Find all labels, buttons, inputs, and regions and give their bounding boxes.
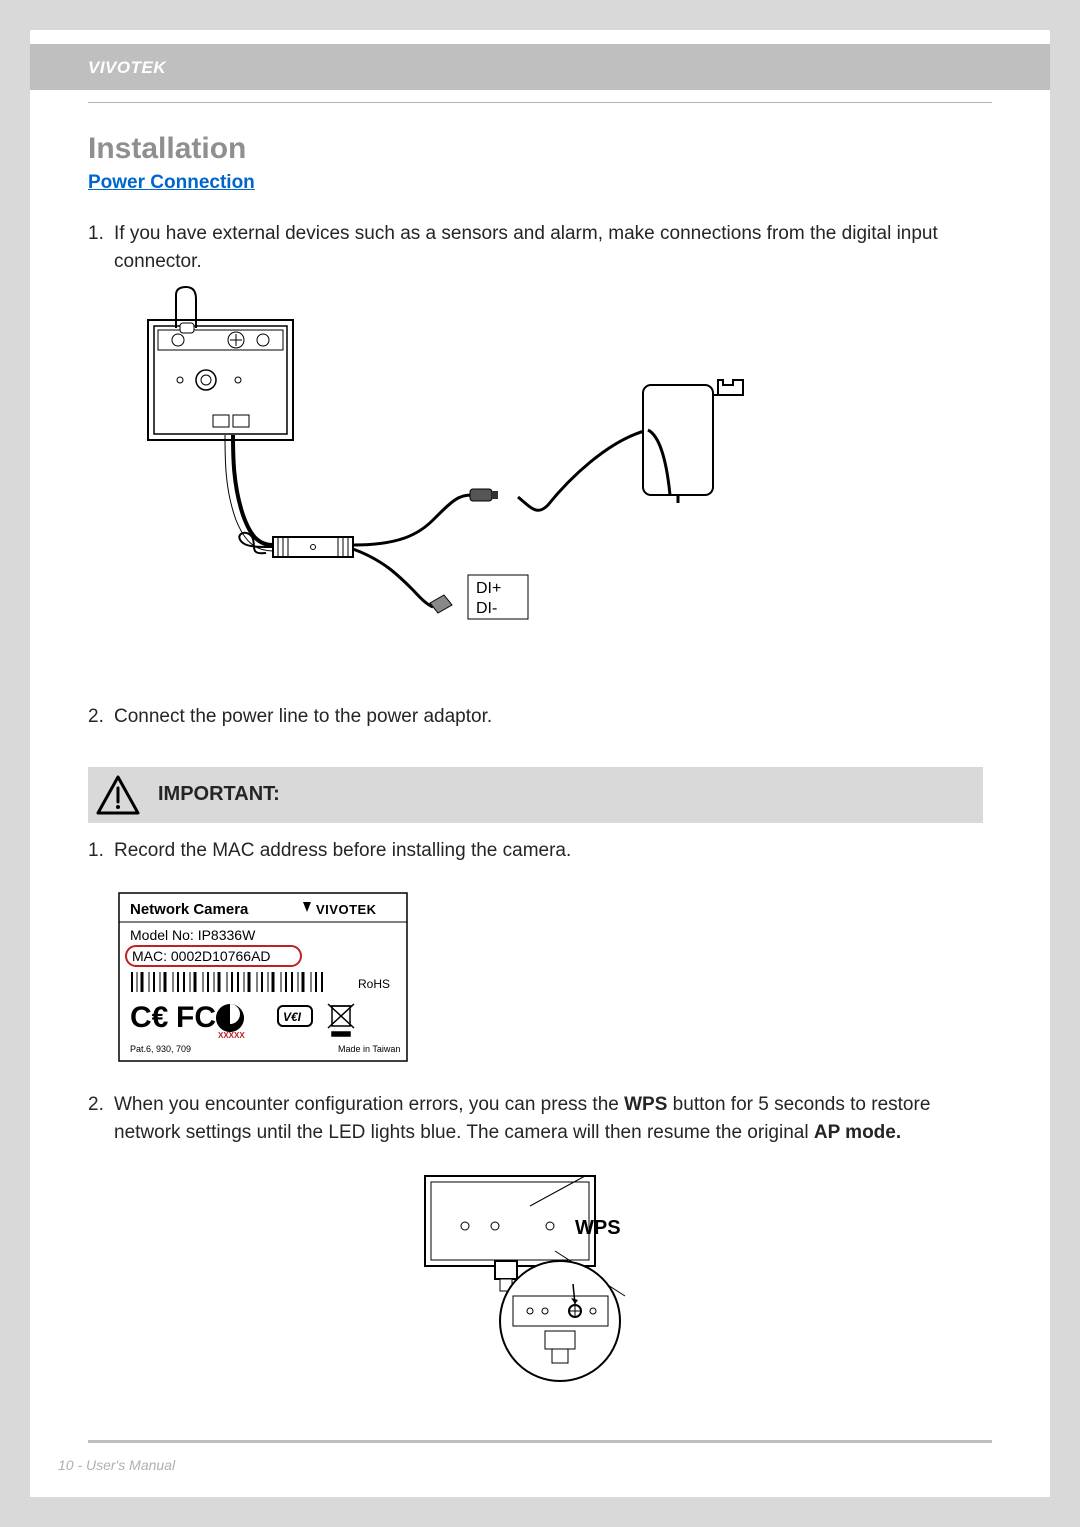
vci-mark: V€I	[283, 1010, 302, 1024]
step-a2: 2. Connect the power line to the power a…	[88, 703, 992, 731]
fc-mark: FC	[176, 1001, 216, 1034]
label-title: Network Camera	[130, 901, 249, 918]
xxxxx-label: XXXXX	[218, 1031, 245, 1040]
patent-label: Pat.6, 930, 709	[130, 1044, 191, 1054]
step-number: 2.	[88, 1091, 114, 1146]
section-link[interactable]: Power Connection	[88, 172, 255, 194]
mac-val: 0002D10766AD	[171, 948, 271, 964]
footer-rule	[88, 1440, 992, 1443]
product-label-card: Network Camera VIVOTEK Model No: IP8336W…	[118, 892, 408, 1062]
header-rule	[88, 102, 992, 103]
rohs-label: RoHS	[358, 977, 390, 991]
wps-label: WPS	[575, 1217, 621, 1239]
di-plus-label: DI+	[476, 580, 501, 597]
footer-title: User's Manual	[86, 1457, 175, 1473]
content-area: Installation Power Connection 1. If you …	[88, 132, 992, 1386]
mac-key: MAC:	[132, 948, 167, 964]
page-title: Installation	[88, 132, 992, 166]
step-text: If you have external devices such as a s…	[114, 220, 992, 275]
label-brand: VIVOTEK	[316, 902, 377, 917]
svg-text:Model No: IP8336W: Model No: IP8336W	[130, 927, 256, 943]
power-connection-diagram: DI+ DI-	[118, 285, 798, 695]
wps-bold: WPS	[624, 1094, 667, 1115]
step-b1: 1. Record the MAC address before install…	[88, 837, 992, 865]
svg-text:MAC: 0002D10766AD: MAC: 0002D10766AD	[132, 948, 271, 964]
page-number: 10	[58, 1457, 74, 1473]
page-footer: 10 - User's Manual	[58, 1457, 175, 1473]
step-b2: 2. When you encounter configuration erro…	[88, 1091, 992, 1146]
step-text-part: When you encounter configuration errors,…	[114, 1094, 624, 1115]
brand-label: VIVOTEK	[88, 58, 166, 78]
important-label: IMPORTANT:	[158, 783, 280, 806]
footer-sep: -	[74, 1457, 86, 1473]
step-text: When you encounter configuration errors,…	[114, 1091, 992, 1146]
warning-icon	[96, 775, 140, 815]
ce-mark: C€	[130, 1001, 169, 1034]
step-number: 2.	[88, 703, 114, 731]
step-number: 1.	[88, 220, 114, 275]
page: VIVOTEK Installation Power Connection 1.…	[30, 30, 1050, 1497]
barcode-graphic	[130, 972, 330, 992]
important-callout: IMPORTANT:	[88, 767, 983, 823]
wps-diagram: WPS	[395, 1166, 685, 1386]
step-number: 1.	[88, 837, 114, 865]
header-band	[30, 44, 1050, 90]
model-key: Model No:	[130, 927, 194, 943]
step-text: Record the MAC address before installing…	[114, 837, 992, 865]
model-val: IP8336W	[198, 927, 256, 943]
step-a1: 1. If you have external devices such as …	[88, 220, 992, 275]
di-minus-label: DI-	[476, 600, 497, 617]
step-text: Connect the power line to the power adap…	[114, 703, 992, 731]
ap-mode-bold: AP mode.	[814, 1122, 901, 1143]
made-in-label: Made in Taiwan	[338, 1044, 400, 1054]
